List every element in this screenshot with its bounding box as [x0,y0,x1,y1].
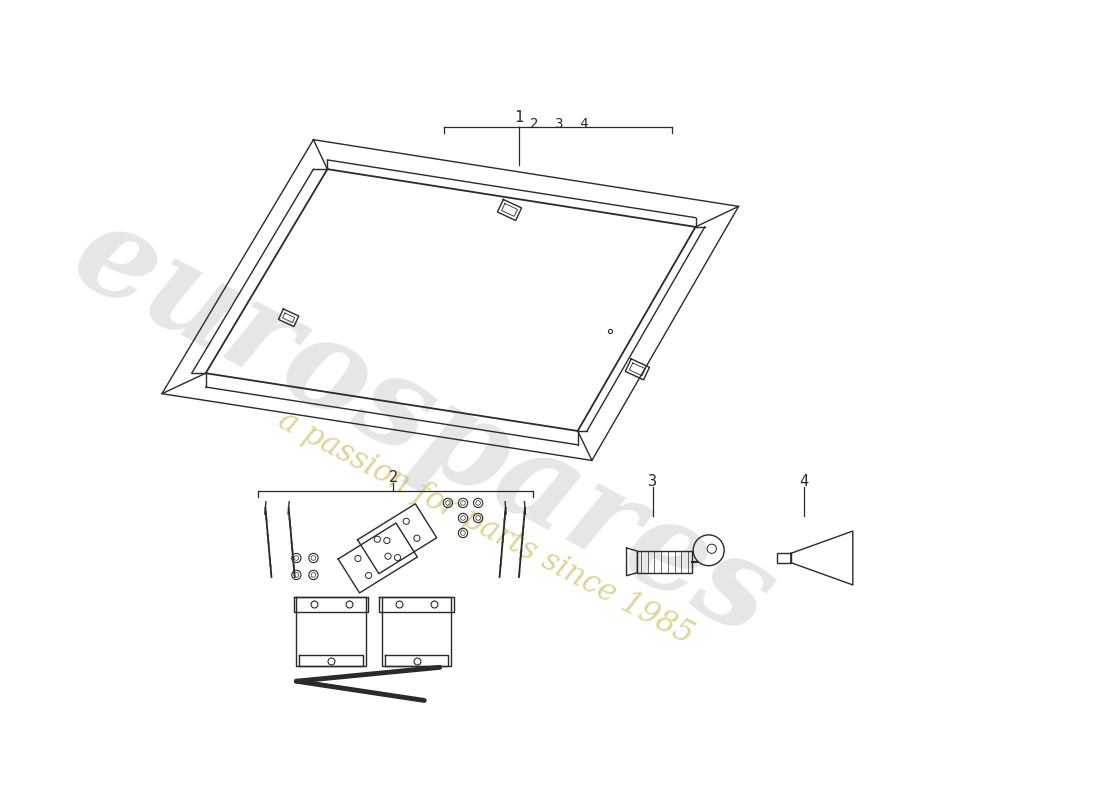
Text: eurospares: eurospares [54,192,794,662]
Text: 3: 3 [648,474,658,489]
Bar [637,551,692,573]
Text: a passion for parts since 1985: a passion for parts since 1985 [274,404,698,650]
Text: 4: 4 [800,474,808,489]
Text: 2: 2 [388,470,398,485]
Text: 1: 1 [514,110,524,125]
Text: 2  3  4: 2 3 4 [530,117,590,130]
Bar [777,554,791,562]
